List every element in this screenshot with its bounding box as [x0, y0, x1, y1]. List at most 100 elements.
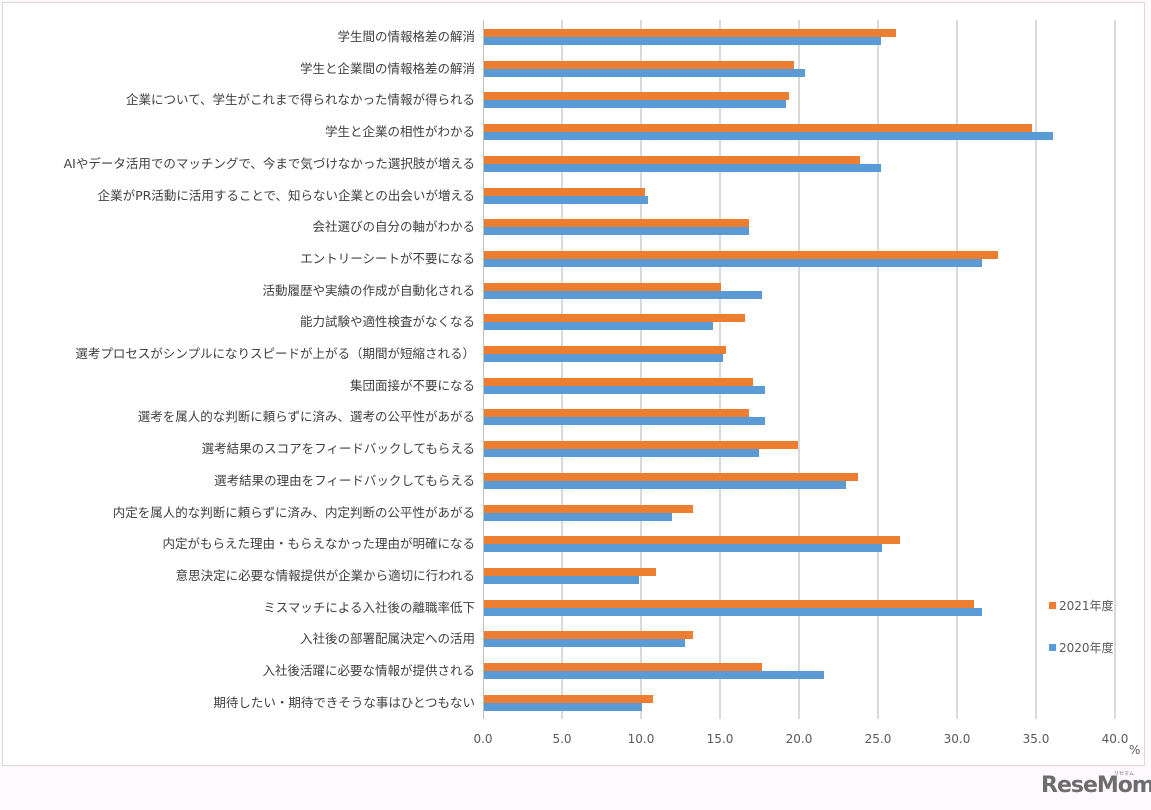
bar-2021 — [484, 504, 693, 513]
bar-group — [483, 124, 1115, 141]
bar-group — [483, 187, 1115, 204]
bar-group — [483, 92, 1115, 109]
bar-2020 — [484, 354, 723, 362]
legend-item-2020: 2020年度 — [1049, 639, 1114, 655]
bar-2021 — [484, 250, 998, 259]
x-tick-label: 20.0 — [785, 732, 813, 746]
category-label: 選考を属人的な判断に頼らずに済み、選考の公平性があがる — [137, 409, 475, 425]
bar-2020 — [484, 671, 824, 679]
bar-group — [483, 346, 1115, 362]
bar-2021 — [484, 282, 721, 291]
bar-2021 — [484, 187, 646, 196]
bar-2020 — [484, 163, 881, 172]
x-tick-label: 15.0 — [706, 732, 734, 746]
category-label: 入社後の部署配属決定への活用 — [299, 631, 475, 647]
legend-item-2021: 2021年度 — [1049, 597, 1114, 613]
legend-label-2020: 2020年度 — [1059, 640, 1114, 655]
bar-2021 — [484, 92, 789, 101]
gridline — [640, 20, 642, 719]
bar-group — [483, 155, 1115, 172]
category-label: 能力試験や適性検査がなくなる — [299, 314, 475, 330]
x-tick-label: 35.0 — [1022, 732, 1050, 746]
bar-2021 — [484, 536, 900, 545]
bar-2020 — [484, 195, 649, 204]
bar-2020 — [484, 258, 982, 267]
bar-group — [483, 631, 1115, 648]
category-label: 意思決定に必要な情報提供が企業から適切に行われる — [175, 567, 475, 583]
category-label: 会社選びの自分の軸がわかる — [312, 219, 475, 235]
bar-2021 — [484, 409, 750, 418]
category-label: 内定を属人的な判断に頼らずに済み、内定判断の公平性があがる — [112, 504, 475, 520]
x-axis-unit: % — [1129, 743, 1141, 757]
gridline — [719, 20, 721, 719]
resemom-logo-sub: リセマム — [1114, 771, 1135, 777]
category-label: 選考プロセスがシンプルになりスピードが上がる（期間が短縮される） — [75, 346, 475, 361]
category-label: 学生と企業間の情報格差の解消 — [299, 60, 475, 76]
bar-group — [483, 567, 1115, 584]
bar-2021 — [484, 599, 974, 608]
x-tick-label: 25.0 — [864, 732, 892, 746]
bar-2020 — [484, 512, 673, 521]
bar-group — [483, 441, 1115, 458]
bar-2021 — [484, 377, 753, 386]
category-label: ミスマッチによる入社後の離職率低下 — [263, 599, 475, 615]
gridline — [561, 20, 563, 719]
bar-group — [483, 663, 1115, 679]
bar-2020 — [484, 37, 881, 45]
bar-group — [483, 219, 1115, 236]
bar-2020 — [484, 639, 685, 648]
bar-2021 — [484, 346, 726, 354]
bar-group — [483, 282, 1115, 299]
bar-2020 — [484, 132, 1053, 141]
y-axis-line — [483, 20, 484, 719]
x-tick-label: 10.0 — [627, 732, 655, 746]
bar-2020 — [484, 702, 642, 711]
gridline — [877, 20, 879, 719]
bar-2021 — [484, 155, 861, 164]
bar-2020 — [484, 449, 759, 458]
bar-group — [483, 377, 1115, 394]
gridline — [1114, 20, 1116, 719]
bar-2021 — [484, 314, 745, 323]
gridline — [798, 20, 800, 719]
bar-group — [483, 60, 1115, 77]
category-label: 入社後活躍に必要な情報が提供される — [262, 663, 475, 678]
resemom-logo: ReseMom — [1041, 773, 1151, 798]
bar-group — [483, 314, 1115, 331]
bar-2021 — [484, 694, 654, 703]
legend-swatch-2021 — [1049, 601, 1056, 609]
bar-2021 — [484, 567, 657, 576]
bar-2020 — [484, 607, 982, 616]
category-label: 選考結果のスコアをフィードバックしてもらえる — [201, 441, 475, 457]
category-label: 学生間の情報格差の解消 — [337, 29, 475, 44]
legend: 2021年度 2020年度 — [1049, 597, 1114, 681]
bar-2020 — [484, 322, 714, 331]
bar-group — [483, 694, 1115, 711]
x-tick-label: 0.0 — [473, 732, 493, 746]
category-label: 期待したい・期待できそうな事はひとつもない — [213, 694, 475, 710]
bar-2020 — [484, 417, 766, 426]
bar-2021 — [484, 219, 750, 228]
bar-2020 — [484, 227, 750, 236]
bar-2020 — [484, 544, 883, 553]
legend-swatch-2020 — [1049, 643, 1056, 651]
legend-label-2021: 2021年度 — [1059, 598, 1114, 613]
bar-2021 — [484, 631, 693, 640]
bar-2020 — [484, 100, 786, 109]
gridline — [956, 20, 958, 719]
bar-2020 — [484, 385, 766, 394]
bar-2020 — [484, 68, 805, 77]
category-label: 学生と企業の相性がわかる — [324, 124, 475, 140]
bar-group — [483, 536, 1115, 553]
bar-2021 — [484, 441, 799, 450]
bar-2020 — [484, 575, 639, 584]
bar-group — [483, 599, 1115, 616]
category-label: 企業がPR活動に活用することで、知らない企業との出会いが増える — [97, 187, 475, 203]
bar-group — [483, 504, 1115, 521]
bar-2020 — [484, 290, 763, 299]
x-tick-label: 40.0 — [1101, 732, 1129, 746]
bar-group — [483, 472, 1115, 489]
bar-2021 — [484, 29, 897, 37]
category-label: AIやデータ活用でのマッチングで、今まで気づけなかった選択肢が増える — [63, 155, 475, 171]
bar-2021 — [484, 60, 794, 69]
